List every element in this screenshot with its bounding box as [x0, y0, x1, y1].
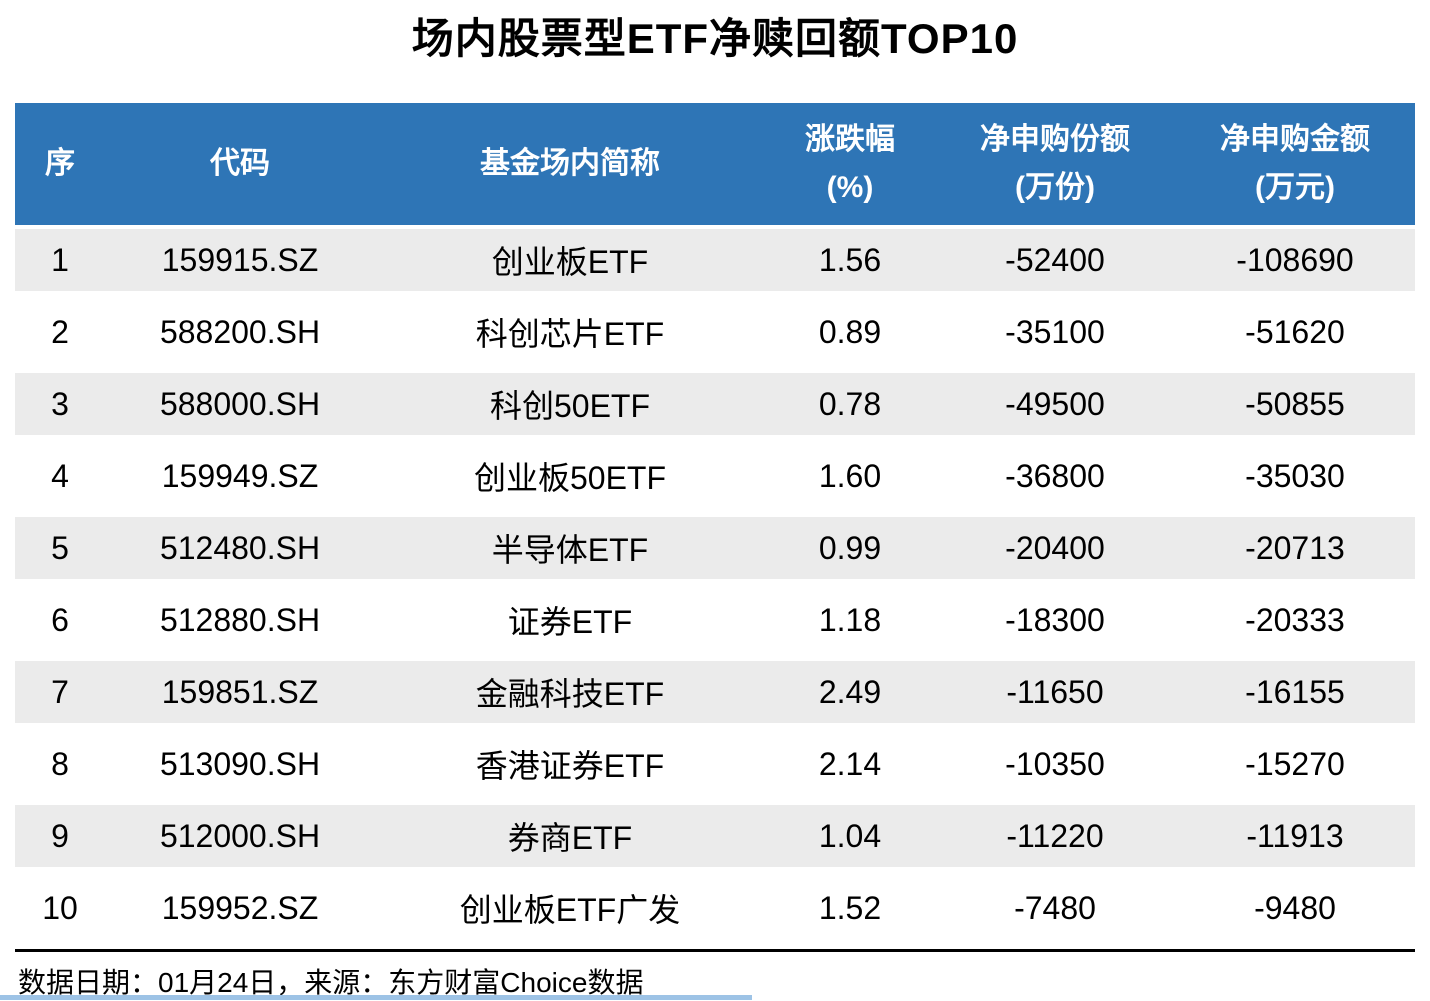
cell-net-shares: -20400: [1005, 529, 1105, 566]
cell-rank: 1: [51, 241, 69, 278]
cell-change-pct: 2.14: [818, 745, 882, 782]
cell-change-pct: 1.52: [818, 889, 882, 926]
cell-net-amount: -16155: [1245, 673, 1345, 710]
bottom-accent-line: [0, 995, 752, 1000]
cell-rank: 4: [51, 457, 69, 494]
cell-net-shares: -52400: [1005, 241, 1105, 278]
column-header-net-amount: 净申购金额 (万元): [1175, 103, 1415, 225]
cell-net-amount: -20713: [1245, 529, 1345, 566]
cell-fund-name: 香港证券ETF: [475, 748, 665, 784]
cell-change-pct: 1.56: [818, 241, 882, 278]
cell-code: 512000.SH: [159, 817, 321, 854]
column-header-fund-name: 基金场内简称: [375, 103, 765, 225]
cell-fund-name: 创业板50ETF: [473, 460, 667, 496]
cell-code: 159915.SZ: [161, 241, 319, 278]
cell-rank: 5: [51, 529, 69, 566]
cell-net-amount: -20333: [1245, 601, 1345, 638]
cell-fund-name: 半导体ETF: [491, 532, 649, 568]
cell-net-shares: -49500: [1005, 385, 1105, 422]
column-header-unit: (万份): [1015, 171, 1095, 204]
cell-fund-name: 券商ETF: [507, 820, 633, 856]
table-row: 7 159851.SZ 金融科技ETF 2.49 -11650 -16155: [15, 661, 1415, 723]
cell-fund-name: 科创50ETF: [489, 388, 651, 424]
column-header-unit: (%): [826, 171, 874, 204]
cell-change-pct: 0.78: [818, 385, 882, 422]
column-header-label: 序: [45, 147, 75, 180]
cell-fund-name: 创业板ETF广发: [459, 892, 681, 928]
cell-net-shares: -11650: [1006, 673, 1104, 710]
cell-code: 512480.SH: [159, 529, 321, 566]
column-header-label: 基金场内简称: [480, 147, 660, 180]
table-header-row: 序 代码 基金场内简称 涨跌幅 (%) 净申购份额 (万份) 净申购金额 (万元…: [15, 103, 1415, 225]
cell-code: 512880.SH: [159, 601, 321, 638]
cell-net-shares: -35100: [1005, 313, 1105, 350]
cell-net-amount: -9480: [1254, 889, 1336, 926]
cell-net-amount: -35030: [1245, 457, 1345, 494]
table-row: 6 512880.SH 证券ETF 1.18 -18300 -20333: [15, 589, 1415, 651]
cell-rank: 6: [51, 601, 69, 638]
cell-fund-name: 金融科技ETF: [475, 676, 665, 712]
cell-rank: 9: [51, 817, 69, 854]
cell-net-amount: -11913: [1246, 817, 1344, 854]
cell-rank: 7: [51, 673, 69, 710]
cell-code: 588200.SH: [159, 313, 321, 350]
cell-change-pct: 1.18: [818, 601, 882, 638]
source-note-text: 数据日期：01月24日，来源：东方财富Choice数据: [18, 967, 644, 998]
cell-net-shares: -10350: [1005, 745, 1105, 782]
table-row: 2 588200.SH 科创芯片ETF 0.89 -35100 -51620: [15, 301, 1415, 363]
cell-fund-name: 创业板ETF: [491, 244, 649, 280]
column-header-code: 代码: [105, 103, 375, 225]
column-header-rank: 序: [15, 103, 105, 225]
table-row: 10 159952.SZ 创业板ETF广发 1.52 -7480 -9480: [15, 877, 1415, 939]
table-row: 8 513090.SH 香港证券ETF 2.14 -10350 -15270: [15, 733, 1415, 795]
cell-change-pct: 1.60: [818, 457, 882, 494]
page-title: 场内股票型ETF净赎回额TOP10: [411, 15, 1019, 62]
cell-net-amount: -15270: [1245, 745, 1345, 782]
column-header-label: 代码: [210, 147, 270, 180]
column-header-unit: (万元): [1255, 171, 1335, 204]
cell-rank: 8: [51, 745, 69, 782]
cell-code: 513090.SH: [159, 745, 321, 782]
cell-code: 588000.SH: [159, 385, 321, 422]
cell-rank: 3: [51, 385, 69, 422]
column-header-label: 涨跌幅: [805, 123, 895, 156]
cell-net-amount: -50855: [1245, 385, 1345, 422]
table-row: 9 512000.SH 券商ETF 1.04 -11220 -11913: [15, 805, 1415, 867]
table-row: 4 159949.SZ 创业板50ETF 1.60 -36800 -35030: [15, 445, 1415, 507]
column-header-net-shares: 净申购份额 (万份): [935, 103, 1175, 225]
cell-code: 159952.SZ: [161, 889, 319, 926]
table-row: 1 159915.SZ 创业板ETF 1.56 -52400 -108690: [15, 229, 1415, 291]
cell-change-pct: 0.99: [818, 529, 882, 566]
cell-net-amount: -108690: [1236, 241, 1354, 278]
cell-fund-name: 证券ETF: [507, 604, 633, 640]
column-header-change-pct: 涨跌幅 (%): [765, 103, 935, 225]
cell-code: 159851.SZ: [161, 673, 319, 710]
cell-change-pct: 1.04: [818, 817, 882, 854]
column-header-label: 净申购金额: [1220, 123, 1370, 156]
cell-net-shares: -11220: [1006, 817, 1104, 854]
table-body: 1 159915.SZ 创业板ETF 1.56 -52400 -108690 2…: [15, 229, 1415, 939]
cell-net-shares: -18300: [1005, 601, 1105, 638]
cell-code: 159949.SZ: [161, 457, 319, 494]
cell-change-pct: 0.89: [818, 313, 882, 350]
table-row: 5 512480.SH 半导体ETF 0.99 -20400 -20713: [15, 517, 1415, 579]
cell-net-amount: -51620: [1245, 313, 1345, 350]
cell-net-shares: -7480: [1014, 889, 1096, 926]
source-note: 数据日期：01月24日，来源：东方财富Choice数据: [15, 949, 1415, 1001]
cell-net-shares: -36800: [1005, 457, 1105, 494]
etf-redemption-table: 序 代码 基金场内简称 涨跌幅 (%) 净申购份额 (万份) 净申购金额 (万元…: [15, 103, 1415, 939]
table-row: 3 588000.SH 科创50ETF 0.78 -49500 -50855: [15, 373, 1415, 435]
cell-change-pct: 2.49: [818, 673, 882, 710]
cell-rank: 10: [42, 889, 78, 926]
cell-rank: 2: [51, 313, 69, 350]
column-header-label: 净申购份额: [980, 123, 1130, 156]
cell-fund-name: 科创芯片ETF: [475, 316, 665, 352]
